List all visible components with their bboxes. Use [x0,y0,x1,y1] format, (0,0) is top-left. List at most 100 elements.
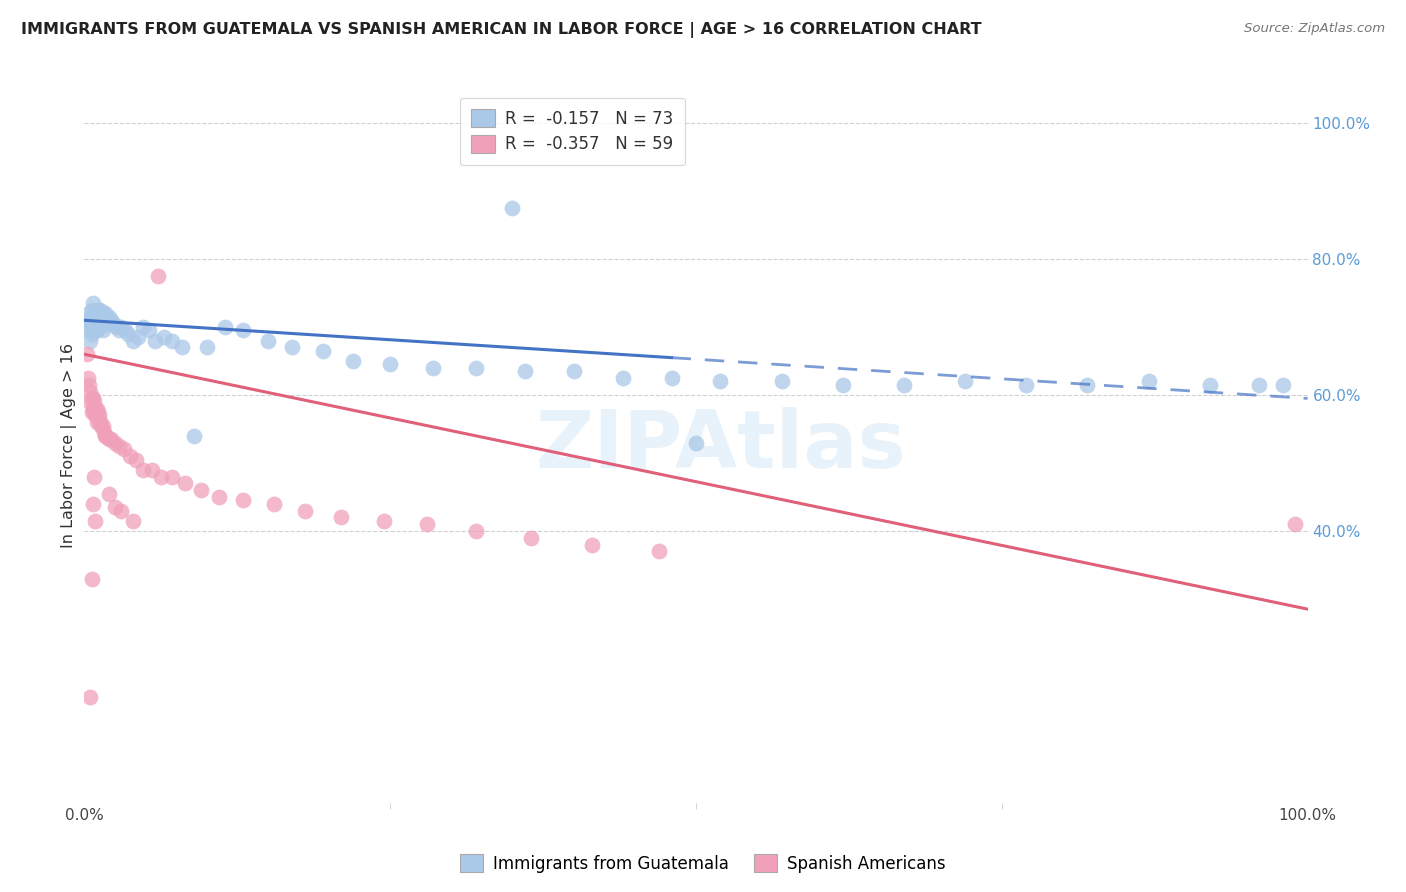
Point [105,320,128,334]
Point [190,483,212,498]
Point [84,306,107,320]
Point [89,303,111,318]
Point [312,343,335,358]
Point [83,405,105,419]
Point [84,514,107,528]
Point [294,503,316,517]
Point [103,317,125,331]
Point [83,310,105,324]
Point [110,320,132,334]
Point [77,320,100,334]
Point [520,531,543,545]
Point [80,303,103,318]
Point [77,371,100,385]
Point [93,425,115,440]
Point [208,490,231,504]
Point [464,360,486,375]
Point [82,320,104,334]
Point [79,334,101,348]
Point [257,334,280,348]
Point [86,310,108,324]
Point [1272,377,1295,392]
Point [91,418,114,433]
Point [422,360,444,375]
Point [150,469,173,483]
Point [79,313,101,327]
Point [94,429,117,443]
Point [464,524,486,538]
Point [91,306,114,320]
Point [80,392,103,406]
Point [685,435,707,450]
Point [893,377,915,392]
Point [342,354,364,368]
Point [90,313,112,327]
Point [82,497,104,511]
Point [562,364,585,378]
Point [100,432,122,446]
Legend: R =  -0.157   N = 73, R =  -0.357   N = 59: R = -0.157 N = 73, R = -0.357 N = 59 [460,97,685,165]
Point [373,514,395,528]
Point [146,269,169,284]
Point [84,409,107,423]
Point [648,544,671,558]
Point [831,377,853,392]
Point [83,469,105,483]
Point [107,439,129,453]
Point [118,449,141,463]
Point [76,323,98,337]
Point [709,375,731,389]
Point [232,493,254,508]
Text: ZIPAtlas: ZIPAtlas [536,407,905,485]
Y-axis label: In Labor Force | Age > 16: In Labor Force | Age > 16 [62,343,77,549]
Point [96,313,118,327]
Point [117,326,139,341]
Point [125,452,148,467]
Point [93,317,115,331]
Point [80,572,103,586]
Point [330,510,353,524]
Point [97,317,120,331]
Point [122,334,145,348]
Point [661,371,683,385]
Point [80,326,103,341]
Point [104,500,127,515]
Point [86,415,108,429]
Point [953,375,976,389]
Point [84,401,107,416]
Point [87,310,110,324]
Point [90,418,112,433]
Point [87,320,110,334]
Point [83,394,105,409]
Point [114,323,136,337]
Point [87,409,110,423]
Point [79,394,101,409]
Point [89,317,111,331]
Point [107,323,129,337]
Point [91,323,114,337]
Point [1076,377,1098,392]
Point [183,429,205,443]
Point [143,334,166,348]
Point [104,435,127,450]
Point [110,503,132,517]
Point [214,320,236,334]
Point [86,323,108,337]
Point [122,514,145,528]
Point [502,201,524,215]
Point [76,347,98,361]
Point [1284,517,1306,532]
Point [380,358,402,372]
Point [162,334,184,348]
Point [141,463,163,477]
Point [138,323,160,337]
Point [1198,377,1220,392]
Point [87,405,110,419]
Point [1247,377,1270,392]
Point [87,412,110,426]
Point [97,310,120,324]
Point [770,375,793,389]
Point [162,469,184,483]
Point [77,377,100,392]
Point [82,401,104,416]
